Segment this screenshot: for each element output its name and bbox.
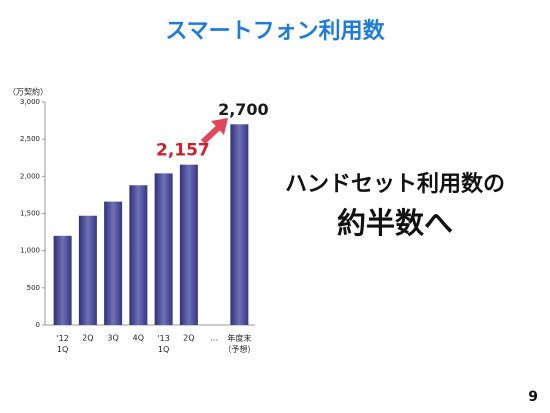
value-label: 2,157	[156, 141, 210, 161]
message-line: ハンドセット利用数の	[285, 171, 505, 197]
x-tick-label: '12 1Q	[56, 334, 68, 354]
x-tick-label: 3Q	[107, 334, 118, 343]
x-tick-label: 2Q	[183, 334, 194, 343]
message-line: 約半数へ	[337, 206, 453, 240]
x-tick-label: 2Q	[82, 334, 93, 343]
y-tick-label: 500	[27, 284, 40, 292]
y-tick-label: 2,500	[20, 135, 40, 143]
x-tick-label: …	[210, 334, 218, 343]
bar	[129, 185, 148, 325]
bar	[230, 124, 249, 325]
trend-arrow-head	[211, 118, 228, 135]
y-tick-label: 2,000	[20, 172, 40, 180]
x-tick-label: 年度末（予想）	[223, 333, 255, 354]
value-label: 2,700	[218, 100, 269, 119]
x-tick-label: '13 1Q	[157, 334, 169, 354]
bar	[78, 215, 97, 325]
x-tick-label: 4Q	[133, 334, 144, 343]
slide-title: スマートフォン利用数	[165, 18, 385, 44]
bar	[179, 164, 198, 325]
y-tick-label: 1,500	[20, 210, 40, 218]
bar	[104, 201, 123, 325]
y-axis-label: （万契約）	[8, 87, 48, 97]
page-number: 9	[528, 389, 538, 405]
bar	[154, 173, 173, 325]
y-tick-label: 1,000	[20, 247, 40, 255]
y-tick-label: 3,000	[20, 98, 40, 106]
y-tick-label: 0	[36, 321, 40, 329]
bar	[53, 235, 72, 325]
trend-arrow	[200, 125, 221, 145]
